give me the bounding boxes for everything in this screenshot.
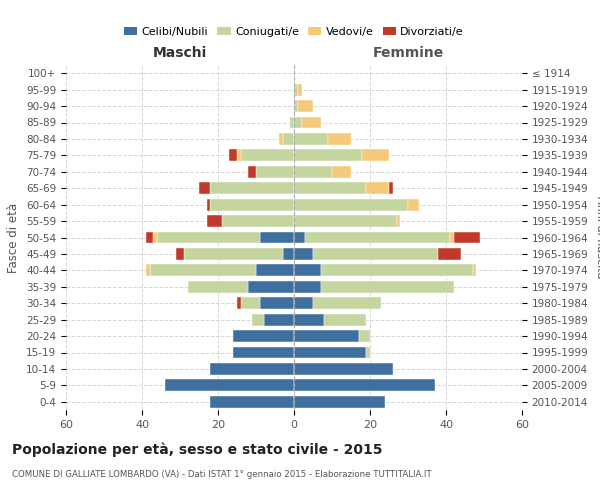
Bar <box>473 264 476 276</box>
Bar <box>328 133 351 145</box>
Bar <box>237 298 241 309</box>
Text: Popolazione per età, sesso e stato civile - 2015: Popolazione per età, sesso e stato civil… <box>12 442 383 457</box>
Bar <box>362 150 389 162</box>
Text: Maschi: Maschi <box>153 46 207 60</box>
Bar <box>260 232 294 243</box>
Bar <box>325 314 366 326</box>
Bar <box>332 166 351 177</box>
Bar <box>294 264 320 276</box>
Bar <box>305 232 450 243</box>
Bar <box>290 116 294 128</box>
Bar <box>211 182 294 194</box>
Bar <box>283 248 294 260</box>
Bar <box>222 215 294 227</box>
Y-axis label: Anni di nascita: Anni di nascita <box>595 196 600 279</box>
Bar <box>302 116 320 128</box>
Bar <box>294 116 302 128</box>
Bar <box>313 298 382 309</box>
Bar <box>294 182 366 194</box>
Bar <box>211 363 294 375</box>
Bar <box>320 264 473 276</box>
Bar <box>294 298 313 309</box>
Bar <box>294 198 408 210</box>
Bar <box>279 133 283 145</box>
Bar <box>154 232 157 243</box>
Bar <box>397 215 400 227</box>
Bar <box>184 248 283 260</box>
Bar <box>294 281 320 292</box>
Bar <box>359 330 370 342</box>
Bar <box>283 133 294 145</box>
Bar <box>294 248 313 260</box>
Bar <box>237 150 241 162</box>
Bar <box>256 264 294 276</box>
Bar <box>241 298 260 309</box>
Bar <box>206 198 211 210</box>
Bar <box>294 100 298 112</box>
Bar <box>366 346 370 358</box>
Bar <box>294 314 325 326</box>
Y-axis label: Fasce di età: Fasce di età <box>7 202 20 272</box>
Bar <box>294 346 366 358</box>
Bar <box>389 182 393 194</box>
Bar <box>408 198 419 210</box>
Bar <box>294 363 393 375</box>
Bar <box>252 314 263 326</box>
Bar <box>241 150 294 162</box>
Bar <box>260 298 294 309</box>
Bar <box>146 264 149 276</box>
Bar <box>294 133 328 145</box>
Bar <box>454 232 480 243</box>
Bar <box>298 84 302 96</box>
Bar <box>165 380 294 392</box>
Bar <box>439 248 461 260</box>
Text: Femmine: Femmine <box>373 46 443 60</box>
Bar <box>294 232 305 243</box>
Bar <box>366 182 389 194</box>
Bar <box>149 264 256 276</box>
Bar <box>298 100 313 112</box>
Bar <box>211 396 294 407</box>
Bar <box>263 314 294 326</box>
Bar <box>294 166 332 177</box>
Bar <box>294 396 385 407</box>
Bar <box>320 281 454 292</box>
Legend: Celibi/Nubili, Coniugati/e, Vedovi/e, Divorziati/e: Celibi/Nubili, Coniugati/e, Vedovi/e, Di… <box>119 22 469 41</box>
Bar <box>188 281 248 292</box>
Bar <box>176 248 184 260</box>
Bar <box>294 84 298 96</box>
Bar <box>294 215 397 227</box>
Bar <box>248 281 294 292</box>
Bar <box>233 330 294 342</box>
Bar <box>233 346 294 358</box>
Bar <box>146 232 154 243</box>
Bar <box>294 150 362 162</box>
Bar <box>294 380 434 392</box>
Bar <box>450 232 454 243</box>
Bar <box>248 166 256 177</box>
Bar <box>256 166 294 177</box>
Text: COMUNE DI GALLIATE LOMBARDO (VA) - Dati ISTAT 1° gennaio 2015 - Elaborazione TUT: COMUNE DI GALLIATE LOMBARDO (VA) - Dati … <box>12 470 431 479</box>
Bar <box>206 215 222 227</box>
Bar <box>199 182 211 194</box>
Bar <box>313 248 439 260</box>
Bar <box>294 330 359 342</box>
Bar <box>211 198 294 210</box>
Bar <box>229 150 237 162</box>
Bar <box>157 232 260 243</box>
